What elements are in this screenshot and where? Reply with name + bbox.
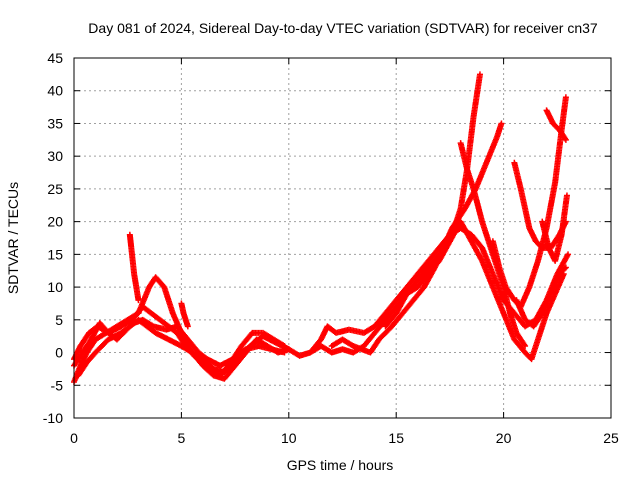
series-spike-3h — [126, 231, 142, 304]
data-point — [562, 264, 569, 271]
data-point — [498, 120, 505, 127]
y-tick-label: 15 — [47, 246, 63, 262]
data-point — [476, 71, 483, 78]
y-tick-label: 30 — [47, 148, 63, 164]
y-tick-label: 10 — [47, 279, 63, 295]
chart-title: Day 081 of 2024, Sidereal Day-to-day VTE… — [88, 20, 598, 36]
data-point — [561, 265, 568, 272]
series-track-n — [539, 192, 570, 264]
data-point — [184, 323, 191, 330]
x-tick-label: 10 — [281, 430, 297, 446]
x-tick-label: 20 — [496, 430, 512, 446]
y-tick-label: -5 — [51, 377, 64, 393]
series-track-g — [328, 120, 505, 356]
y-tick-label: -10 — [43, 410, 63, 426]
y-tick-label: 0 — [55, 345, 63, 361]
series-track-h — [382, 71, 483, 330]
data-points — [71, 71, 572, 385]
series-track-l — [543, 107, 569, 143]
data-point — [281, 343, 288, 349]
data-point — [522, 343, 529, 349]
y-tick-label: 35 — [47, 115, 63, 131]
data-point — [281, 349, 288, 356]
data-point — [565, 251, 572, 258]
data-point — [135, 297, 142, 304]
data-point — [563, 192, 570, 199]
y-tick-label: 40 — [47, 83, 63, 99]
y-axis-label: SDTVAR / TECUs — [5, 182, 21, 294]
x-tick-label: 5 — [178, 430, 186, 446]
series-track-m — [513, 264, 569, 330]
x-axis-label: GPS time / hours — [287, 457, 394, 473]
plot-frame — [73, 57, 612, 419]
y-tick-label: 20 — [47, 214, 63, 230]
y-tick-label: 5 — [55, 312, 63, 328]
series-spike-5h — [178, 300, 191, 330]
data-point — [562, 136, 569, 143]
series-track-d — [75, 316, 288, 379]
x-tick-label: 25 — [603, 430, 619, 446]
data-point — [562, 94, 569, 101]
grid — [74, 58, 611, 418]
x-tick-label: 15 — [388, 430, 404, 446]
y-tick-label: 45 — [47, 50, 63, 66]
data-point — [562, 135, 569, 142]
x-tick-label: 0 — [70, 430, 78, 446]
y-tick-label: 25 — [47, 181, 63, 197]
